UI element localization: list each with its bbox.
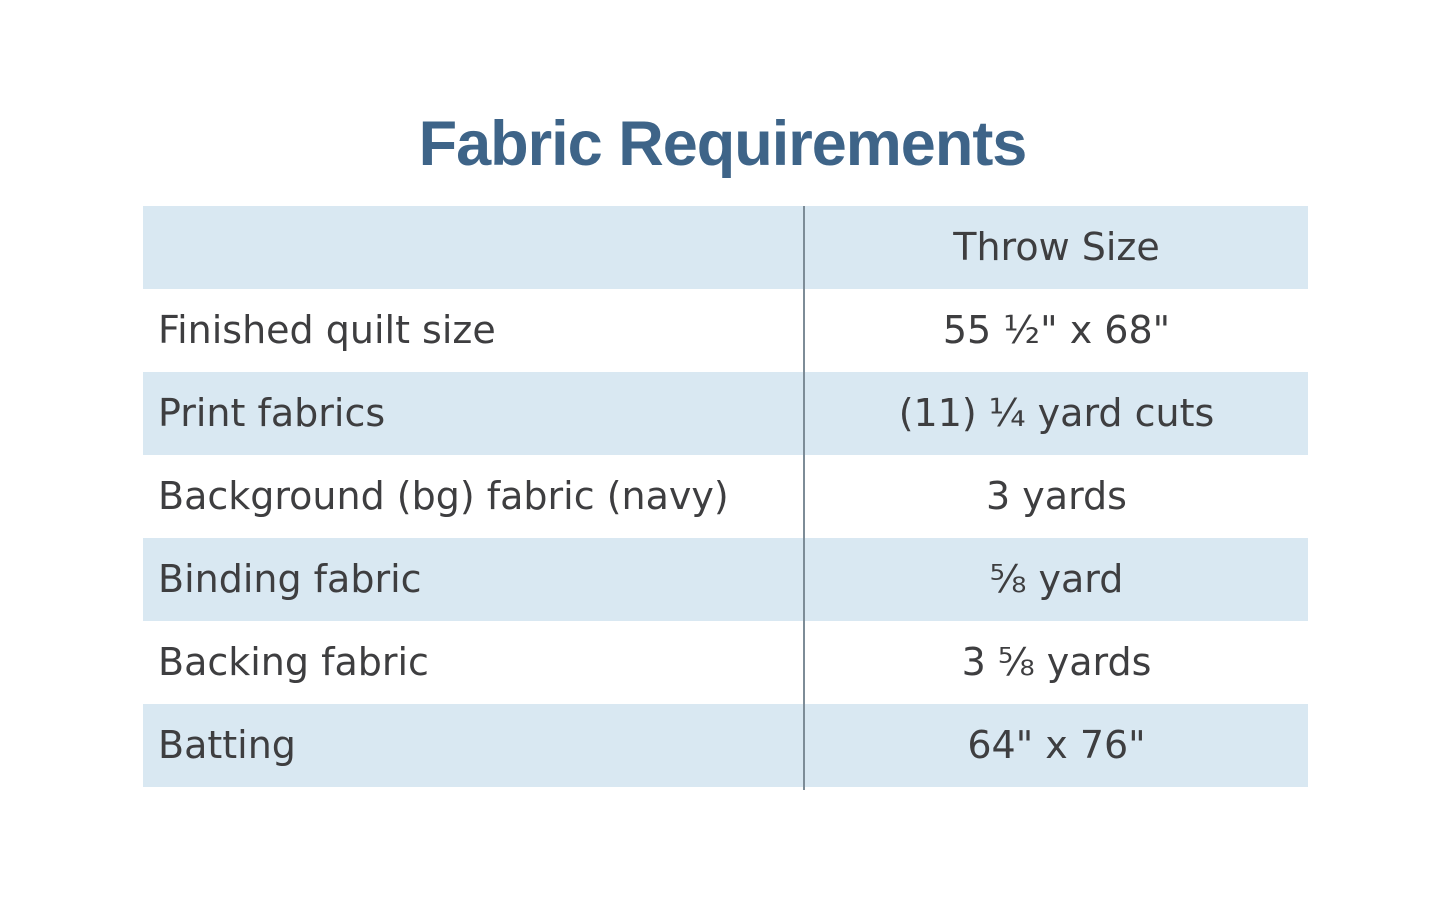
table-body: Finished quilt size 55 ½" x 68" Print fa… [143, 289, 1308, 787]
fabric-value: 64" x 76" [967, 722, 1146, 767]
fabric-value: 3 yards [986, 473, 1127, 518]
table-row: Print fabrics (11) ¼ yard cuts [143, 372, 1308, 455]
column-divider [803, 206, 805, 790]
fabric-label: Backing fabric [158, 639, 429, 684]
fabric-value: 3 ⅝ yards [961, 639, 1152, 684]
fabric-label: Batting [158, 722, 296, 767]
table-row: Finished quilt size 55 ½" x 68" [143, 289, 1308, 372]
table-row: Batting 64" x 76" [143, 704, 1308, 787]
fabric-label: Print fabrics [158, 390, 386, 435]
table-header-row: Throw Size [143, 206, 1308, 289]
fabric-label: Finished quilt size [158, 307, 496, 352]
page-title: Fabric Requirements [418, 109, 1028, 179]
table-row: Backing fabric 3 ⅝ yards [143, 621, 1308, 704]
fabric-value: (11) ¼ yard cuts [898, 390, 1215, 435]
fabric-requirements-table: Throw Size Finished quilt size 55 ½" x 6… [143, 206, 1308, 790]
fabric-label: Binding fabric [158, 556, 422, 601]
fabric-value: 55 ½" x 68" [942, 307, 1171, 352]
fabric-label: Background (bg) fabric (navy) [158, 473, 729, 518]
fabric-value: ⅝ yard [989, 556, 1124, 601]
header-value-cell: Throw Size [953, 224, 1160, 269]
table-row: Background (bg) fabric (navy) 3 yards [143, 455, 1308, 538]
table-row: Binding fabric ⅝ yard [143, 538, 1308, 621]
